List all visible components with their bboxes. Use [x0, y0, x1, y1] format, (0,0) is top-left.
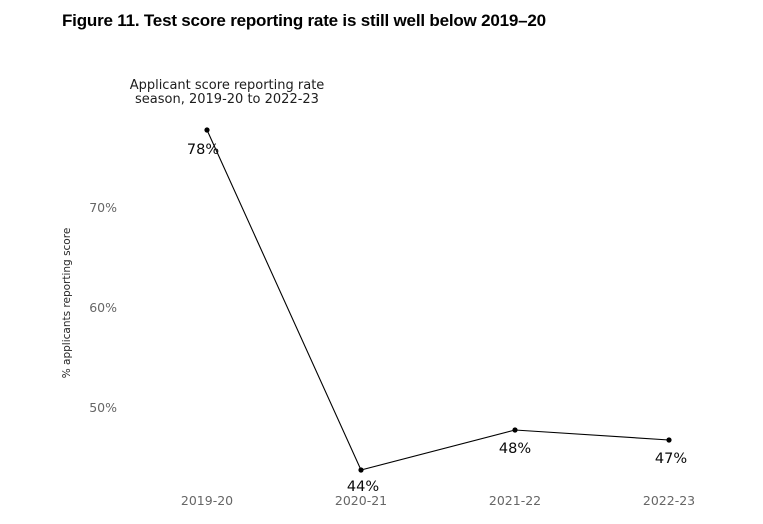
data-point [666, 437, 672, 443]
x-tick-label: 2021-22 [488, 493, 542, 508]
data-point [358, 467, 364, 473]
y-tick-label: 60% [89, 300, 117, 315]
x-tick-label: 2022-23 [642, 493, 696, 508]
data-point [512, 427, 518, 433]
y-tick-label: 70% [89, 200, 117, 215]
point-label: 47% [654, 451, 688, 467]
y-tick-label: 50% [89, 400, 117, 415]
chart-title: Applicant score reporting rate season, 2… [130, 79, 325, 107]
point-label: 78% [186, 142, 220, 158]
figure-title: Figure 11. Test score reporting rate is … [62, 11, 546, 30]
chart-title-line1: Applicant score reporting rate [129, 78, 325, 93]
point-label: 48% [498, 441, 532, 457]
point-label: 44% [346, 479, 380, 495]
data-point [204, 127, 210, 133]
x-tick-label: 2020-21 [334, 493, 388, 508]
chart-title-line2: season, 2019-20 to 2022-23 [135, 92, 319, 107]
line-series [206, 129, 670, 471]
x-tick-label: 2019-20 [180, 493, 234, 508]
